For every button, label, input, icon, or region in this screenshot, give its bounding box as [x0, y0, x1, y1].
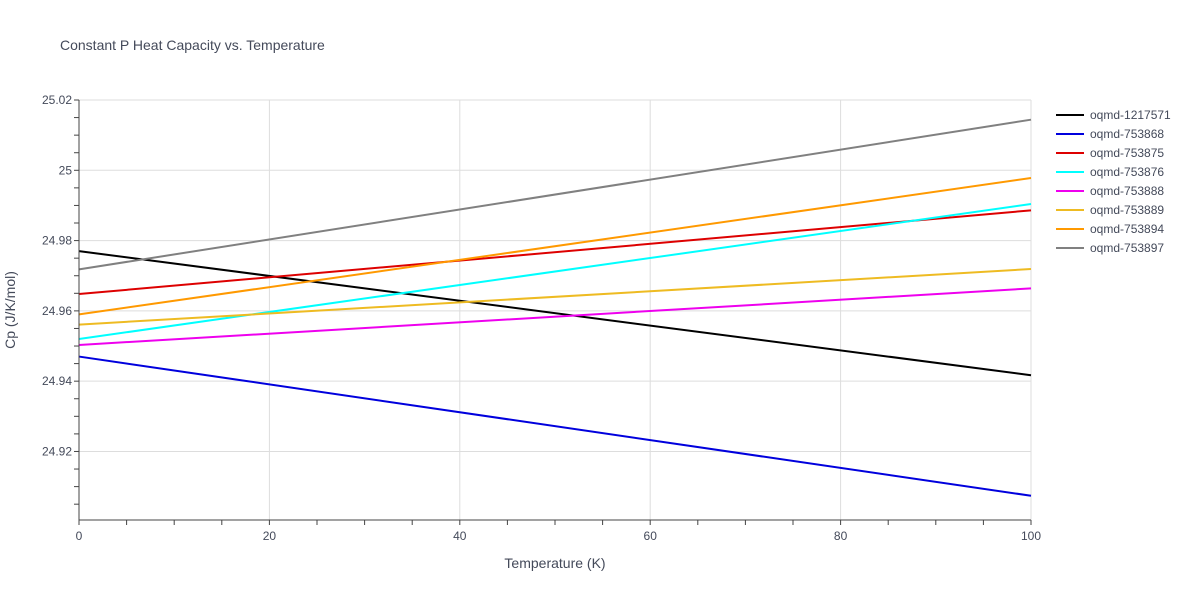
series-line-oqmd-753894[interactable]: [78, 177, 1032, 316]
legend-label: oqmd-753888: [1090, 184, 1164, 198]
x-tick-label: 100: [1021, 529, 1041, 543]
legend-item-oqmd-753875[interactable]: oqmd-753875: [1056, 146, 1164, 160]
series-line-oqmd-753897[interactable]: [78, 118, 1032, 271]
legend-label: oqmd-753868: [1090, 127, 1164, 141]
legend-item-oqmd-753888[interactable]: oqmd-753888: [1056, 184, 1164, 198]
grid-layer: [79, 99, 1032, 520]
legend-label: oqmd-753876: [1090, 165, 1164, 179]
legend-item-oqmd-753868[interactable]: oqmd-753868: [1056, 127, 1164, 141]
x-tick-label: 0: [76, 529, 83, 543]
legend-item-oqmd-753876[interactable]: oqmd-753876: [1056, 165, 1164, 179]
legend-label: oqmd-753875: [1090, 146, 1164, 160]
legend-label: oqmd-1217571: [1090, 108, 1171, 122]
y-tick-label: 25: [59, 163, 73, 177]
legend-item-oqmd-1217571[interactable]: oqmd-1217571: [1056, 108, 1171, 122]
legend-label: oqmd-753894: [1090, 222, 1164, 236]
chart-title: Constant P Heat Capacity vs. Temperature: [60, 37, 325, 53]
axes-layer: 0 20 40 60 80 100 24.92 24.94 24.96 24.98 25 25.02: [42, 93, 1041, 543]
y-tick-label: 24.96: [42, 304, 72, 318]
y-tick-label: 25.02: [42, 93, 72, 107]
series-line-oqmd-1217571[interactable]: [78, 250, 1032, 377]
legend-label: oqmd-753889: [1090, 203, 1164, 217]
legend-item-oqmd-753889[interactable]: oqmd-753889: [1056, 203, 1164, 217]
series-line-oqmd-753889[interactable]: [78, 268, 1032, 326]
y-tick-label: 24.92: [42, 444, 72, 458]
x-tick-label: 60: [644, 529, 658, 543]
legend-label: oqmd-753897: [1090, 241, 1164, 255]
series-line-oqmd-753875[interactable]: [78, 209, 1032, 296]
x-axis-title: Temperature (K): [504, 555, 605, 571]
legend-item-oqmd-753894[interactable]: oqmd-753894: [1056, 222, 1164, 236]
series-layer: [78, 118, 1032, 497]
legend-item-oqmd-753897[interactable]: oqmd-753897: [1056, 241, 1164, 255]
x-tick-label: 40: [453, 529, 467, 543]
x-tick-label: 20: [263, 529, 277, 543]
y-axis-title: Cp (J/K/mol): [2, 271, 18, 349]
series-line-oqmd-753888[interactable]: [78, 287, 1032, 346]
y-tick-label: 24.98: [42, 234, 72, 248]
series-line-oqmd-753868[interactable]: [78, 355, 1032, 497]
y-tick-label: 24.94: [42, 374, 72, 388]
series-line-oqmd-753876[interactable]: [78, 203, 1032, 340]
x-tick-label: 80: [834, 529, 848, 543]
legend[interactable]: oqmd-1217571 oqmd-753868 oqmd-753875 oqmd-7…: [1056, 108, 1171, 255]
